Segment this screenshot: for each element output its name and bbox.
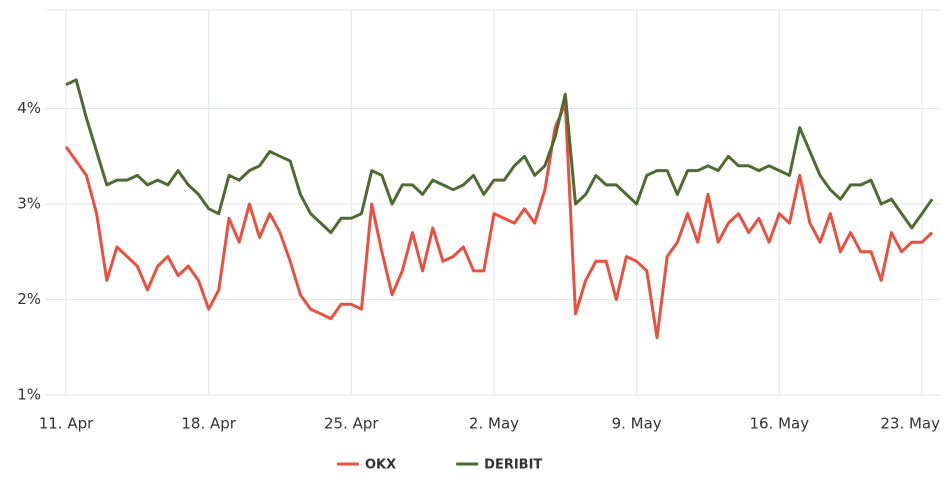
grid <box>45 10 940 396</box>
x-tick-label: 9. May <box>612 415 662 433</box>
x-tick-label: 16. May <box>749 415 809 433</box>
labels: 1% 2% 3% 4% 11. Apr 18. Apr 25. Apr 2. May 9. Ma… <box>17 99 940 433</box>
y-tick-label: 1% <box>17 386 41 404</box>
series-line <box>65 78 934 235</box>
x-tick-label: 2. May <box>469 415 519 433</box>
y-tick-label: 4% <box>17 99 41 117</box>
x-tick-label: 11. Apr <box>39 415 94 433</box>
x-tick-label: 25. Apr <box>324 415 379 433</box>
legend-label: OKX <box>365 458 396 473</box>
legend: OKX DERIBIT <box>337 458 542 473</box>
legend-label: DERIBIT <box>484 458 542 473</box>
series-line <box>64 102 934 340</box>
x-tick-label: 23. May <box>880 415 940 433</box>
y-tick-label: 2% <box>17 290 41 308</box>
lines <box>64 78 934 340</box>
x-tick-label: 18. Apr <box>181 415 236 433</box>
y-tick-label: 3% <box>17 195 41 213</box>
